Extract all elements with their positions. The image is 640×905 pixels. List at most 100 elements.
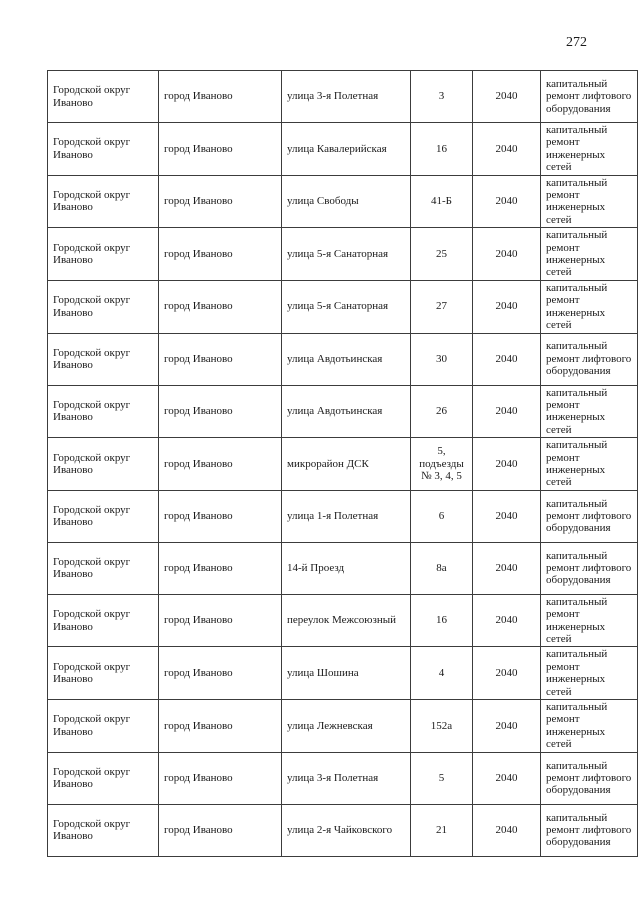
street-cell: улица 1-я Полетная: [281, 489, 411, 543]
table-row: Городской округ Иваново город Иваново пе…: [47, 593, 638, 648]
work-type-cell: капитальный ремонт инженерных сетей: [540, 593, 638, 648]
street-cell: улица 5-я Санаторная: [281, 279, 411, 334]
district-cell: Городской округ Иваново: [47, 279, 159, 334]
district-cell: Городской округ Иваново: [47, 541, 159, 595]
district-cell: Городской округ Иваново: [47, 332, 159, 386]
year-cell: 2040: [472, 646, 541, 700]
page-number: 272: [566, 35, 587, 50]
district-cell: Городской округ Иваново: [47, 70, 159, 123]
street-cell: улица Свободы: [281, 174, 411, 229]
work-type-cell: капитальный ремонт лифтового оборудовани…: [540, 803, 638, 857]
house-number-cell: 16: [410, 593, 473, 648]
house-number-cell: 5: [410, 751, 473, 805]
district-cell: Городской округ Иваново: [47, 174, 159, 229]
city-cell: город Иваново: [158, 279, 282, 334]
year-cell: 2040: [472, 489, 541, 543]
house-number-cell: 3: [410, 70, 473, 123]
year-cell: 2040: [472, 122, 541, 176]
district-cell: Городской округ Иваново: [47, 699, 159, 753]
table-row: Городской округ Иваново город Иваново ул…: [47, 384, 638, 439]
city-cell: город Иваново: [158, 384, 282, 439]
district-cell: Городской округ Иваново: [47, 227, 159, 281]
work-type-cell: капитальный ремонт инженерных сетей: [540, 437, 638, 491]
work-type-cell: капитальный ремонт инженерных сетей: [540, 279, 638, 334]
city-cell: город Иваново: [158, 122, 282, 176]
house-number-cell: 8а: [410, 541, 473, 595]
table-row: Городской округ Иваново город Иваново 14…: [47, 541, 638, 595]
street-cell: улица Авдотьинская: [281, 332, 411, 386]
work-type-cell: капитальный ремонт инженерных сетей: [540, 384, 638, 439]
district-cell: Городской округ Иваново: [47, 646, 159, 700]
street-cell: улица Авдотьинская: [281, 384, 411, 439]
year-cell: 2040: [472, 699, 541, 753]
house-number-cell: 5, подъезды № 3, 4, 5: [410, 437, 473, 491]
year-cell: 2040: [472, 384, 541, 439]
city-cell: город Иваново: [158, 70, 282, 123]
house-number-cell: 27: [410, 279, 473, 334]
house-number-cell: 26: [410, 384, 473, 439]
year-cell: 2040: [472, 174, 541, 229]
district-cell: Городской округ Иваново: [47, 593, 159, 648]
table-row: Городской округ Иваново город Иваново ул…: [47, 646, 638, 700]
table-row: Городской округ Иваново город Иваново ул…: [47, 122, 638, 176]
table-row: Городской округ Иваново город Иваново ул…: [47, 227, 638, 281]
house-number-cell: 41-Б: [410, 174, 473, 229]
work-type-cell: капитальный ремонт лифтового оборудовани…: [540, 751, 638, 805]
city-cell: город Иваново: [158, 803, 282, 857]
city-cell: город Иваново: [158, 541, 282, 595]
year-cell: 2040: [472, 437, 541, 491]
table-row: Городской округ Иваново город Иваново ул…: [47, 279, 638, 334]
year-cell: 2040: [472, 227, 541, 281]
district-cell: Городской округ Иваново: [47, 122, 159, 176]
street-cell: улица 5-я Санаторная: [281, 227, 411, 281]
district-cell: Городской округ Иваново: [47, 384, 159, 439]
table-row: Городской округ Иваново город Иваново ул…: [47, 751, 638, 805]
table-row: Городской округ Иваново город Иваново ул…: [47, 174, 638, 229]
year-cell: 2040: [472, 593, 541, 648]
year-cell: 2040: [472, 332, 541, 386]
house-number-cell: 152а: [410, 699, 473, 753]
house-number-cell: 30: [410, 332, 473, 386]
district-cell: Городской округ Иваново: [47, 803, 159, 857]
city-cell: город Иваново: [158, 489, 282, 543]
work-type-cell: капитальный ремонт инженерных сетей: [540, 646, 638, 700]
district-cell: Городской округ Иваново: [47, 489, 159, 543]
district-cell: Городской округ Иваново: [47, 751, 159, 805]
city-cell: город Иваново: [158, 227, 282, 281]
work-type-cell: капитальный ремонт инженерных сетей: [540, 122, 638, 176]
house-number-cell: 4: [410, 646, 473, 700]
street-cell: улица Кавалерийская: [281, 122, 411, 176]
year-cell: 2040: [472, 751, 541, 805]
street-cell: переулок Межсоюзный: [281, 593, 411, 648]
table-row: Городской округ Иваново город Иваново ул…: [47, 70, 638, 123]
house-number-cell: 25: [410, 227, 473, 281]
table-row: Городской округ Иваново город Иваново ул…: [47, 489, 638, 543]
city-cell: город Иваново: [158, 751, 282, 805]
table-row: Городской округ Иваново город Иваново ми…: [47, 437, 638, 491]
city-cell: город Иваново: [158, 593, 282, 648]
district-cell: Городской округ Иваново: [47, 437, 159, 491]
work-type-cell: капитальный ремонт инженерных сетей: [540, 174, 638, 229]
street-cell: улица 3-я Полетная: [281, 70, 411, 123]
repairs-table: Городской округ Иваново город Иваново ул…: [47, 70, 638, 857]
street-cell: улица 3-я Полетная: [281, 751, 411, 805]
table-row: Городской округ Иваново город Иваново ул…: [47, 332, 638, 386]
work-type-cell: капитальный ремонт лифтового оборудовани…: [540, 332, 638, 386]
year-cell: 2040: [472, 803, 541, 857]
work-type-cell: капитальный ремонт лифтового оборудовани…: [540, 70, 638, 123]
street-cell: 14-й Проезд: [281, 541, 411, 595]
city-cell: город Иваново: [158, 437, 282, 491]
city-cell: город Иваново: [158, 174, 282, 229]
year-cell: 2040: [472, 279, 541, 334]
house-number-cell: 21: [410, 803, 473, 857]
street-cell: улица Лежневская: [281, 699, 411, 753]
repairs-table-body: Городской округ Иваново город Иваново ул…: [47, 70, 638, 857]
table-row: Городской округ Иваново город Иваново ул…: [47, 803, 638, 857]
house-number-cell: 16: [410, 122, 473, 176]
city-cell: город Иваново: [158, 646, 282, 700]
work-type-cell: капитальный ремонт лифтового оборудовани…: [540, 541, 638, 595]
street-cell: микрорайон ДСК: [281, 437, 411, 491]
work-type-cell: капитальный ремонт инженерных сетей: [540, 227, 638, 281]
street-cell: улица 2-я Чайковского: [281, 803, 411, 857]
